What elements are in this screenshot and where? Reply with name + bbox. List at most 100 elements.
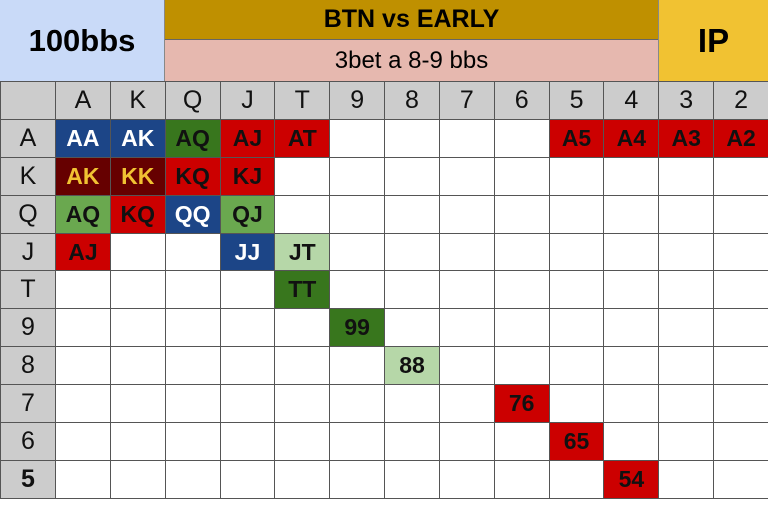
empty-cell: [713, 156, 768, 196]
column-header: 3: [658, 81, 715, 120]
hand-cell: AA: [55, 118, 111, 158]
empty-cell: [603, 270, 660, 310]
hand-cell: AQ: [55, 194, 111, 234]
empty-cell: [493, 422, 550, 461]
empty-cell: [384, 384, 440, 424]
grid-row: 5 54: [0, 459, 768, 499]
column-header: T: [274, 81, 331, 120]
grid-row: Q AQ KQ QQ QJ: [0, 194, 768, 234]
empty-cell: [384, 459, 440, 499]
row-header: 6: [0, 422, 56, 461]
empty-cell: [548, 459, 605, 499]
empty-cell: [164, 232, 221, 272]
empty-cell: [219, 308, 276, 348]
hand-cell: AJ: [219, 118, 276, 158]
row-header: A: [0, 118, 56, 158]
empty-cell: [713, 270, 768, 310]
action-subtitle: 3bet a 8-9 bbs: [165, 40, 658, 81]
hand-cell: A3: [658, 118, 715, 158]
empty-cell: [109, 459, 166, 499]
empty-cell: [493, 194, 550, 234]
empty-cell: [109, 346, 166, 386]
empty-cell: [274, 308, 331, 348]
empty-cell: [548, 270, 605, 310]
empty-cell: [329, 422, 386, 461]
empty-cell: [548, 156, 605, 196]
hand-cell: 88: [384, 346, 440, 386]
hand-cell: AK: [55, 156, 111, 196]
empty-cell: [438, 270, 495, 310]
grid-row: T TT: [0, 270, 768, 310]
scenario-title: BTN vs EARLY: [165, 0, 658, 40]
empty-cell: [658, 156, 715, 196]
empty-cell: [658, 422, 715, 461]
empty-cell: [274, 422, 331, 461]
grid-row: 9 99: [0, 308, 768, 348]
empty-cell: [493, 346, 550, 386]
empty-cell: [164, 346, 221, 386]
empty-cell: [219, 459, 276, 499]
empty-cell: [438, 232, 495, 272]
empty-cell: [658, 232, 715, 272]
hand-cell: A2: [713, 118, 768, 158]
hand-cell: 54: [603, 459, 660, 499]
hand-cell: 76: [493, 384, 550, 424]
grid-row: 8 88: [0, 346, 768, 386]
chart-header: 100bbs BTN vs EARLY 3bet a 8-9 bbs IP: [0, 0, 768, 81]
grid-row: J AJ JJ JT: [0, 232, 768, 272]
empty-cell: [658, 270, 715, 310]
empty-cell: [438, 459, 495, 499]
empty-cell: [55, 308, 111, 348]
row-header: 8: [0, 346, 56, 386]
empty-cell: [713, 459, 768, 499]
hand-cell: A5: [548, 118, 605, 158]
empty-cell: [658, 194, 715, 234]
empty-cell: [384, 156, 440, 196]
empty-cell: [493, 118, 550, 158]
empty-cell: [329, 194, 386, 234]
column-header: 8: [384, 81, 440, 120]
hand-cell: 65: [548, 422, 605, 461]
empty-cell: [329, 118, 386, 158]
row-header: 7: [0, 384, 56, 424]
empty-cell: [274, 156, 331, 196]
grid-row: 6 65: [0, 422, 768, 461]
empty-cell: [658, 459, 715, 499]
empty-cell: [164, 270, 221, 310]
empty-cell: [713, 346, 768, 386]
row-header: J: [0, 232, 56, 272]
empty-cell: [438, 308, 495, 348]
empty-cell: [219, 346, 276, 386]
stack-size-label: 100bbs: [0, 0, 165, 81]
empty-cell: [109, 308, 166, 348]
empty-cell: [274, 459, 331, 499]
empty-cell: [55, 384, 111, 424]
hand-cell: QJ: [219, 194, 276, 234]
column-header: 9: [329, 81, 386, 120]
empty-cell: [109, 384, 166, 424]
row-header: Q: [0, 194, 56, 234]
empty-cell: [713, 194, 768, 234]
row-header: T: [0, 270, 56, 310]
grid-row: A AA AK AQ AJ AT A5 A4 A3 A2: [0, 118, 768, 158]
empty-cell: [438, 156, 495, 196]
empty-cell: [384, 194, 440, 234]
empty-cell: [329, 346, 386, 386]
empty-cell: [603, 346, 660, 386]
empty-cell: [713, 308, 768, 348]
empty-cell: [219, 270, 276, 310]
hand-cell: 99: [329, 308, 386, 348]
empty-cell: [384, 118, 440, 158]
hand-range-grid: A K Q J T 9 8 7 6 5 4 3 2 A AA AK AQ AJ AT A5 A4 A3 A2 K AK KK KQ K…: [0, 81, 768, 499]
empty-cell: [658, 384, 715, 424]
column-header: J: [219, 81, 276, 120]
empty-cell: [713, 232, 768, 272]
empty-cell: [109, 232, 166, 272]
empty-cell: [438, 346, 495, 386]
hand-cell: TT: [274, 270, 331, 310]
empty-cell: [55, 459, 111, 499]
empty-cell: [55, 270, 111, 310]
empty-cell: [548, 232, 605, 272]
empty-cell: [164, 422, 221, 461]
empty-cell: [603, 422, 660, 461]
